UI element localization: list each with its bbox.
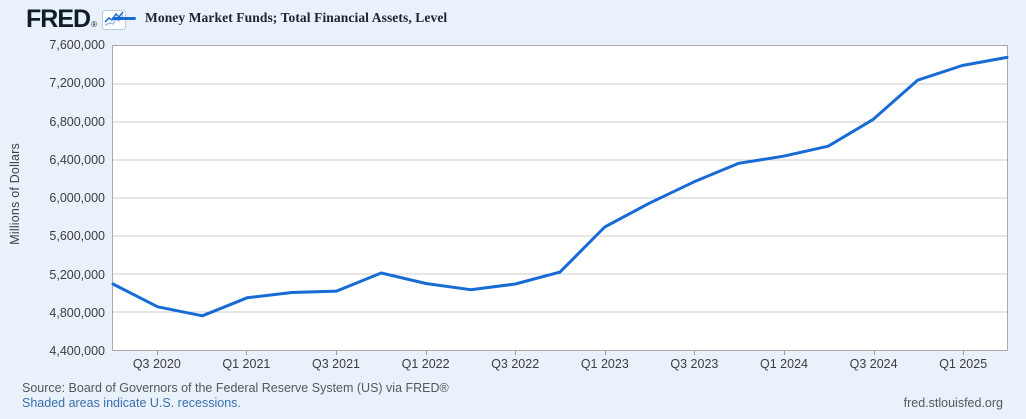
footer-notes: Source: Board of Governors of the Federa…: [22, 381, 449, 411]
x-tick-label: Q3 2021: [312, 357, 360, 371]
x-tick-label: Q1 2021: [222, 357, 271, 371]
y-tick-label: 6,000,000: [49, 191, 105, 205]
x-tick-mark: [604, 351, 606, 355]
legend-line-swatch: [112, 16, 136, 20]
registered-mark: ®: [91, 20, 97, 29]
legend: Money Market Funds; Total Financial Asse…: [112, 10, 447, 26]
line-chart-canvas: [111, 55, 1009, 318]
x-tick-mark: [963, 351, 965, 355]
x-tick-mark: [873, 351, 875, 355]
x-tick-mark: [515, 351, 517, 355]
recession-shading-link[interactable]: Shaded areas indicate U.S. recessions.: [22, 396, 241, 410]
x-tick-label: Q1 2024: [760, 357, 808, 371]
fred-site-link[interactable]: fred.stlouisfed.org: [903, 396, 1003, 410]
legend-label: Money Market Funds; Total Financial Asse…: [145, 10, 448, 25]
y-tick-label: 6,400,000: [49, 152, 105, 167]
x-tick-mark: [425, 351, 427, 355]
x-tick-label: Q3 2023: [670, 357, 719, 371]
y-tick-label: 4,800,000: [49, 305, 105, 320]
x-tick-mark: [246, 351, 248, 355]
x-tick-mark: [784, 351, 785, 355]
y-tick-label: 5,200,000: [49, 267, 105, 282]
x-tick-mark: [694, 351, 696, 355]
y-tick-label: 4,400,000: [49, 344, 105, 358]
y-tick-label: 7,200,000: [49, 76, 105, 91]
fred-logo-text: FRED: [26, 5, 91, 33]
x-tick-label: Q1 2023: [580, 357, 629, 371]
data-series-line: [111, 55, 1009, 318]
x-tick-label: Q3 2020: [132, 357, 181, 371]
y-tick-label: 7,600,000: [49, 38, 105, 52]
x-tick-mark: [336, 351, 337, 355]
plot-area[interactable]: [111, 45, 1009, 351]
x-tick-mark: [156, 351, 158, 355]
y-tick-label: 5,600,000: [49, 229, 105, 244]
x-tick-label: Q1 2022: [401, 357, 450, 371]
x-tick-label: Q1 2025: [939, 357, 988, 371]
y-tick-label: 6,800,000: [49, 114, 105, 129]
fred-logo: FRED ®: [26, 6, 126, 32]
source-text: Source: Board of Governors of the Federa…: [22, 381, 449, 395]
header: FRED ®: [26, 4, 126, 34]
x-tick-label: Q3 2022: [491, 357, 540, 371]
x-tick-label: Q3 2024: [849, 357, 898, 371]
